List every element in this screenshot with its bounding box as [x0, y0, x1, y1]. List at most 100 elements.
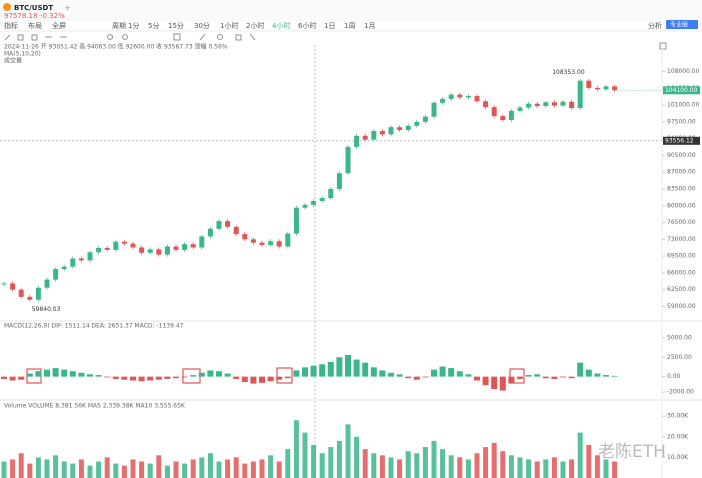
period-button[interactable]: 4小时 [272, 21, 290, 30]
candle [173, 246, 179, 250]
candle [397, 127, 403, 131]
tool-active[interactable] [173, 33, 181, 41]
period-button[interactable]: 1日 [324, 22, 335, 30]
macd-bar [499, 376, 506, 391]
macd-tick-label: 0.00 [667, 373, 681, 380]
candle [388, 127, 394, 135]
candle [534, 103, 540, 107]
candle [491, 107, 497, 117]
period-button[interactable]: 1月 [364, 22, 375, 30]
period-button[interactable]: 30分 [194, 21, 210, 30]
macd-bar [336, 357, 343, 377]
candle [87, 252, 93, 261]
macd-bar [44, 369, 50, 377]
macd-legend: MACD(12,26,9) DIF: 1511.14 DEA: 2651.37 … [4, 323, 184, 330]
macd-bar [585, 369, 592, 377]
candle [405, 125, 411, 131]
volume-bar [121, 465, 127, 478]
macd-bar [568, 376, 575, 379]
candle [612, 86, 618, 91]
tool-rect[interactable] [31, 34, 38, 41]
symbol[interactable]: BTC/USDT [14, 4, 53, 12]
period-button[interactable]: 6小时 [298, 21, 316, 30]
candle [311, 200, 317, 205]
volume-bar [508, 455, 514, 478]
toolbar-button[interactable]: 周期 [112, 22, 126, 30]
macd-tick-label: -2000.00 [667, 389, 694, 396]
tool-rect[interactable] [17, 34, 24, 41]
volume-bar [18, 453, 24, 478]
tool-magnet[interactable] [217, 34, 223, 40]
last-price-box [663, 86, 700, 95]
volume-bar [603, 459, 609, 478]
volume-bar [199, 457, 205, 478]
volume-bar [431, 440, 437, 478]
pro-button[interactable] [666, 20, 698, 29]
candle [164, 246, 170, 255]
volume-bar [233, 457, 239, 478]
volume-bar [44, 459, 50, 478]
volume-bar [465, 459, 471, 478]
volume-bar [225, 459, 231, 478]
period-button[interactable]: 1小时 [220, 21, 238, 30]
volume-bar [577, 432, 583, 478]
volume-bar [293, 420, 299, 478]
macd-bar [224, 373, 231, 377]
macd-bar [413, 376, 420, 380]
volume-bar [302, 432, 308, 478]
tool-pen[interactable] [199, 33, 206, 41]
high-label: 108353.00 [552, 69, 585, 76]
macd-bar [542, 376, 549, 379]
period-button[interactable]: 1周 [344, 22, 355, 30]
price-tick-label: 90500.00 [667, 152, 696, 159]
macd-bar [35, 371, 42, 377]
candle [362, 135, 368, 140]
macd-bar [9, 376, 16, 381]
volume-bar [242, 463, 248, 478]
analysis-button[interactable]: 分析 [648, 21, 662, 30]
period-button[interactable]: 15分 [168, 21, 184, 30]
pro-label[interactable]: 专业版 [670, 21, 688, 29]
tool-delete[interactable] [249, 33, 256, 41]
period-button[interactable]: 5分 [148, 21, 159, 30]
macd-bar [396, 374, 403, 377]
candle [483, 101, 489, 108]
price-tick-label: 59000.00 [667, 303, 696, 310]
candle [18, 289, 24, 297]
period-button[interactable]: 2小时 [246, 21, 264, 30]
macd-bar [362, 362, 369, 377]
volume-bar [543, 459, 549, 478]
volume-bar [371, 453, 377, 478]
volume-bar [104, 457, 110, 478]
candle [147, 249, 153, 253]
candle [293, 207, 299, 234]
tool-line[interactable] [4, 34, 11, 41]
volume-bar [517, 457, 523, 478]
candle [242, 234, 248, 240]
macd-bar [198, 372, 205, 377]
tool-lock[interactable] [235, 34, 242, 41]
macd-bar [534, 374, 541, 377]
volume-bar [147, 463, 153, 478]
volume-bar [457, 457, 463, 478]
toolbar-button[interactable]: 布局 [28, 21, 42, 30]
toolbar-button[interactable]: 指标 [4, 21, 18, 30]
volume-bar [551, 457, 557, 478]
price-tick-label: 87000.00 [667, 169, 696, 176]
candle [457, 94, 463, 98]
tool-circle[interactable] [122, 34, 128, 40]
candle [96, 247, 102, 253]
add-tab[interactable]: + [64, 4, 71, 13]
volume-bar [526, 459, 532, 478]
candle [543, 102, 549, 107]
toolbar-button[interactable]: 全屏 [52, 21, 66, 30]
candle [379, 131, 385, 135]
period-button[interactable]: 1分 [128, 21, 139, 30]
candle [199, 236, 205, 248]
fullscreen-icon[interactable] [659, 42, 667, 50]
volume-bar [139, 461, 145, 478]
volume-bar [87, 465, 93, 478]
tool-circle[interactable] [107, 34, 113, 40]
volume-bar [328, 447, 334, 478]
macd-bar [69, 371, 76, 377]
